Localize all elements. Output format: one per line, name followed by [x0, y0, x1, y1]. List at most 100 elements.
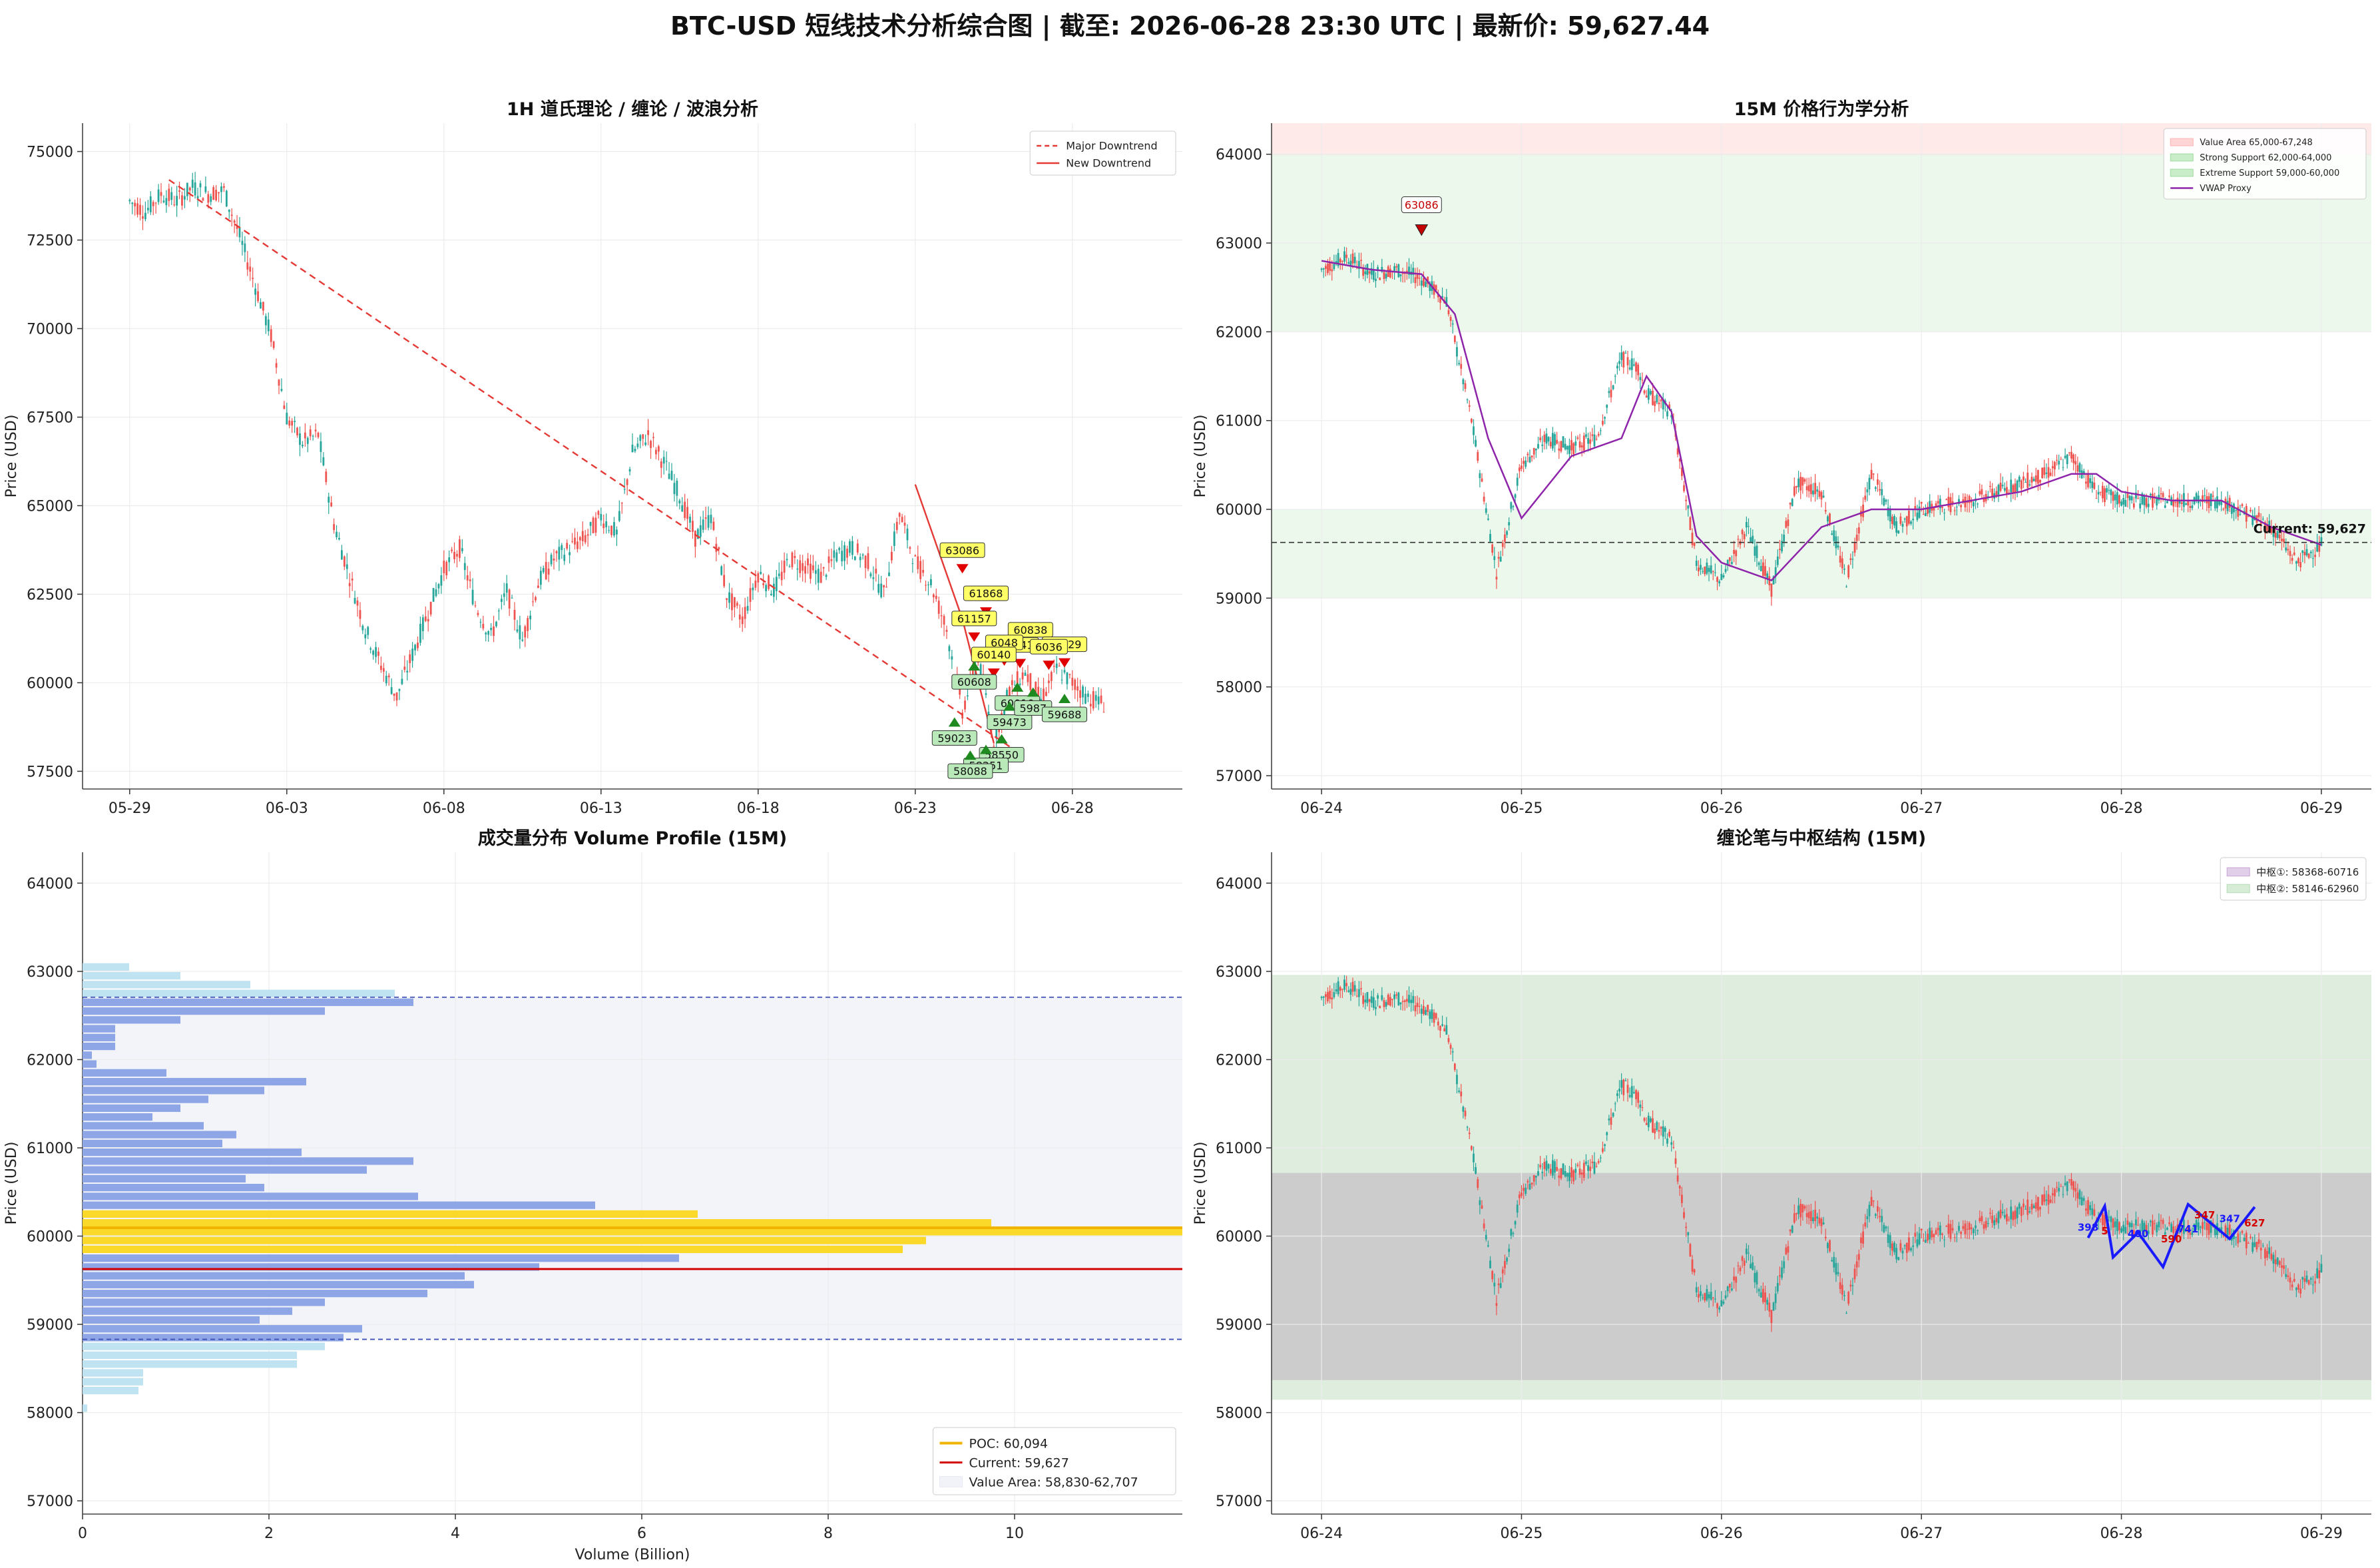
volume-bar [83, 1060, 97, 1068]
p4-candle [2089, 1205, 2092, 1210]
p4-candle [1960, 1232, 1963, 1234]
p1-candle [241, 240, 244, 245]
volume-bar [83, 963, 129, 971]
p1-candle [252, 278, 254, 279]
p1-candle [471, 589, 474, 605]
p1-candle [943, 616, 945, 625]
p4-candle [2270, 1253, 2273, 1260]
p4-candle [2152, 1220, 2154, 1235]
p1-candle [463, 563, 466, 571]
p4-candle [1558, 1175, 1560, 1178]
p2-candle [1408, 266, 1410, 275]
p2-candle [1929, 501, 1931, 513]
p4-candle [1456, 1075, 1458, 1085]
p2-candle [1795, 485, 1797, 488]
p4-candle [1572, 1170, 1575, 1182]
p2-candle [2239, 514, 2242, 515]
p1-candle [513, 609, 516, 620]
p2-candle [1562, 436, 1564, 448]
legend-label: POC: 60,094 [969, 1436, 1049, 1451]
p4-candle [1760, 1292, 1762, 1298]
p2-candle [1760, 565, 1762, 571]
p2-candle [2197, 495, 2200, 503]
p1-candle [223, 186, 225, 188]
p4-candle [2066, 1181, 2068, 1191]
swing-low-marker [1011, 682, 1024, 692]
p4-candle [1364, 999, 1367, 1003]
p4-candle [1691, 1259, 1694, 1272]
y-tick-label: 58000 [27, 1406, 73, 1422]
p4-candle [1353, 985, 1356, 992]
y-tick-label: 65000 [27, 498, 73, 515]
p1-candle [1009, 686, 1011, 698]
p4-candle [2154, 1223, 2156, 1224]
p2-candle [1877, 479, 1879, 485]
p2-candle [1805, 486, 1808, 491]
p4-candle [1953, 1237, 1956, 1238]
p4-candle [1722, 1301, 1725, 1304]
p4-candle [1645, 1123, 1648, 1125]
p4-candle [1337, 981, 1339, 995]
p1-candle [495, 621, 497, 627]
swing-low-marker [964, 750, 977, 760]
p2-candle [1572, 443, 1575, 455]
legend-swatch [2170, 168, 2194, 177]
p2-candle [2195, 493, 2198, 501]
p4-candle [1816, 1216, 1819, 1219]
p1-candle [508, 589, 511, 609]
p1-candle [636, 443, 639, 447]
p4-candle [2187, 1228, 2190, 1232]
p1-candle [257, 291, 259, 302]
p4-candle [1431, 1009, 1433, 1019]
p2-candle [2189, 506, 2192, 508]
p2-candle [1508, 522, 1511, 525]
p2-candle [1622, 352, 1625, 368]
p4-candle [2060, 1186, 2062, 1187]
p1-candle [859, 557, 861, 561]
x-tick-label: 6 [637, 1525, 646, 1542]
p1-candle [898, 513, 901, 517]
p4-candle [1347, 990, 1350, 992]
y-axis-label: Price (USD) [3, 1142, 20, 1225]
p4-candle [2200, 1226, 2202, 1228]
p1-candle [288, 420, 291, 426]
p2-candle [2164, 505, 2166, 508]
p1-candle [419, 623, 421, 643]
p4-candle [2124, 1226, 2127, 1234]
volume-bar [83, 1351, 297, 1360]
x-tick-label: 06-26 [1700, 800, 1743, 817]
p1-candle [354, 598, 356, 604]
x-tick-label: 06-27 [1900, 1525, 1943, 1542]
p1-candle [469, 579, 471, 581]
p2-candle [1551, 433, 1554, 449]
p1-candle [443, 561, 445, 573]
volume-bar [83, 989, 395, 997]
legend-label: Value Area 65,000-67,248 [2200, 138, 2313, 148]
p1-candle [566, 543, 569, 549]
p2-candle [2043, 467, 2046, 475]
p2-candle [2289, 551, 2291, 557]
p1-candle [1089, 704, 1092, 706]
p4-candle [1355, 995, 1358, 997]
p4-candle [1883, 1224, 1885, 1232]
p1-candle [940, 615, 943, 617]
p2-candle [1549, 441, 1552, 447]
p4-candle [1748, 1252, 1750, 1254]
y-tick-label: 58000 [1216, 1406, 1262, 1422]
p2-candle [1947, 497, 1950, 507]
p4-candle [1793, 1213, 1795, 1223]
p2-candle [1516, 477, 1519, 486]
p4-candle [1989, 1212, 1991, 1214]
p2-candle [1887, 507, 1889, 517]
p1-candle [744, 607, 746, 619]
figure-title: BTC-USD 短线技术分析综合图 | 截至: 2026-06-28 23:30… [670, 11, 1710, 41]
p1-candle [398, 688, 401, 691]
p4-candle [1881, 1216, 1883, 1222]
p2-candle [1849, 558, 1852, 561]
p2-candle [1533, 447, 1535, 455]
p4-candle [2045, 1199, 2048, 1201]
p4-candle [2001, 1211, 2004, 1214]
p2-candle [2272, 528, 2275, 537]
p2-candle [1612, 385, 1614, 390]
p4-candle [1973, 1228, 1975, 1234]
